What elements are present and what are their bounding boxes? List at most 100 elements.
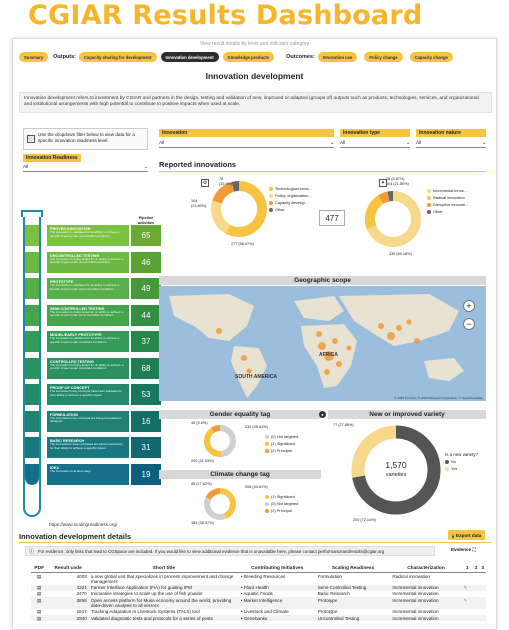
donut-slice[interactable] (204, 427, 222, 457)
legend-item[interactable]: Policy, organization... (269, 192, 312, 199)
level-description: The innovation is being tested for its a… (50, 362, 124, 371)
zoom-out-button[interactable]: − (463, 318, 475, 330)
nav-summary-button[interactable]: Summary (19, 52, 49, 62)
column-header[interactable]: Contributing Initiatives (238, 565, 316, 573)
level-description: The innovation is being tested for its a… (50, 309, 124, 318)
legend-swatch (269, 193, 273, 198)
pdf-icon[interactable]: ▤ (31, 584, 48, 591)
nav-capacity-sharing-button[interactable]: Capacity sharing for development (79, 52, 157, 62)
donut-slice[interactable] (211, 200, 231, 234)
donut-slice[interactable] (204, 497, 227, 520)
characterization: Incremental innovation (390, 597, 462, 609)
innovation-filter-select[interactable]: All ⌄ (159, 139, 334, 148)
tube-segment (25, 410, 39, 432)
pdf-icon[interactable]: ▤ (37, 591, 42, 597)
legend-item[interactable]: (1) Significant (265, 440, 298, 447)
table-row[interactable]: ▤ 4003 a new global unit that specializes … (31, 573, 486, 585)
nav-policy-change-button[interactable]: Policy change (364, 52, 403, 62)
details-title: Innovation development details (19, 532, 132, 541)
table-row[interactable]: ▤ 2940 Validated diagnostic tests and prot… (31, 615, 486, 622)
donut-slice[interactable] (219, 425, 236, 457)
column-header[interactable]: PDF (31, 565, 48, 573)
result-code: 4221 (47, 584, 89, 591)
readiness-level-6[interactable]: 6Semi-controlled TestingThe innovation i… (28, 304, 161, 326)
scaling-readiness: Prototype (317, 609, 338, 615)
pdf-icon[interactable]: ▤ (31, 615, 48, 622)
donut-slice[interactable] (205, 488, 221, 500)
divider (19, 542, 492, 543)
column-header[interactable]: Result code (47, 565, 89, 573)
readiness-level-3[interactable]: 3Proof of ConceptThe innovation's key co… (28, 384, 161, 405)
nav-capacity-change-button[interactable]: Capacity change (409, 52, 453, 62)
level-name: Controlled Testing (50, 359, 94, 364)
donut-slice[interactable] (366, 191, 421, 247)
readiness-level-5[interactable]: 5Model/Early PrototypeThe innovation is … (28, 331, 161, 352)
legend-item[interactable]: (1) Significant (265, 493, 298, 500)
nav-knowledge-products-button[interactable]: Knowledge products (222, 52, 275, 62)
legend-item[interactable]: Capacity develop... (269, 199, 312, 206)
legend-item[interactable]: Yes (445, 465, 457, 472)
legend-label: (0) Not targeted (271, 434, 299, 439)
pdf-icon[interactable]: ▤ (31, 597, 48, 609)
legend-item[interactable]: (2) Principal (265, 447, 298, 454)
readiness-level-2[interactable]: 2FormulationThe innovation's key concept… (28, 410, 161, 432)
characterization: Incremental innovation (390, 615, 462, 622)
evidence-link-icon[interactable]: ✎ (461, 597, 473, 609)
type-filter-select[interactable]: All ⌄ (340, 139, 410, 148)
readiness-level-7[interactable]: 7PrototypeThe innovation is validated fo… (28, 278, 161, 299)
table-row[interactable]: ▤ 1617 Tracking Adaptation in Livestock Sy… (31, 609, 486, 615)
table-row[interactable]: ▤ 4221 Farmer Interface Application (FIA) … (31, 584, 486, 591)
column-header[interactable]: 1 (461, 565, 473, 573)
readiness-level-4[interactable]: 4Controlled TestingThe innovation is bei… (28, 357, 161, 379)
innovation-filter-label: Innovation (159, 129, 334, 137)
nav-innovation-development-button[interactable]: Innovation development (160, 52, 219, 62)
table-row[interactable]: ▤ 2470 Innovative strategies to scale up t… (31, 591, 486, 597)
legend-item[interactable]: No (445, 458, 457, 465)
level-body: Prototype The innovation is validated for… (47, 278, 129, 299)
pdf-icon[interactable]: ▤ (37, 609, 42, 615)
column-header[interactable]: Scaling Readiness (315, 565, 391, 573)
donut-slice[interactable] (377, 191, 390, 204)
legend-item[interactable]: Technological innov... (269, 185, 312, 192)
export-data-button[interactable]: ⤓ Export data (448, 530, 486, 540)
legend-item[interactable]: (0) Not targeted (265, 500, 298, 507)
donut-slice[interactable] (351, 425, 397, 478)
evidence-link-icon[interactable] (462, 573, 473, 585)
legend-item[interactable]: (0) Not targeted (265, 433, 298, 440)
readiness-level-8[interactable]: 8Uncontrolled TestingThe innovation is b… (28, 251, 161, 273)
donut-slice[interactable] (212, 181, 235, 204)
readiness-level-1[interactable]: 1Basic ResearchThe innovation's basic pr… (28, 437, 161, 458)
legend-label: (1) Significant (271, 494, 295, 499)
donut-slice[interactable] (219, 488, 236, 519)
donut-slice[interactable] (225, 181, 267, 237)
legend-item[interactable]: Other (269, 206, 312, 213)
evidence-link-icon[interactable] (461, 615, 473, 622)
legend-item[interactable]: Disruptive innovati... (427, 201, 468, 208)
evidence-button[interactable]: Evidence ⛶ (451, 547, 476, 552)
column-header[interactable]: Characterization (390, 565, 462, 573)
donut-slice[interactable] (211, 425, 221, 433)
readiness-filter-select[interactable]: All ⌄ (23, 163, 148, 172)
zoom-in-button[interactable]: + (463, 300, 475, 312)
donut-slice[interactable] (231, 181, 240, 192)
nature-filter-select[interactable]: All ⌄ (416, 139, 486, 148)
nav-innovation-use-button[interactable]: Innovation use (317, 52, 358, 62)
variety-icon: ● (319, 411, 326, 418)
tube-segment (25, 278, 39, 299)
column-header[interactable]: Short title (88, 565, 239, 573)
geographic-map[interactable]: AFRICA SOUTH AMERICA + − © 2023 TomTom, … (159, 286, 486, 401)
readiness-level-9[interactable]: 9Proven InnovationThe innovation is vali… (28, 225, 161, 246)
table-row[interactable]: ▤ 3856 Open access platform for Musa econo… (31, 597, 486, 609)
evidence-link-icon[interactable]: ✎ (461, 584, 473, 591)
scaling-readiness-link[interactable]: https://www.scalingreadiness.org/ (49, 522, 118, 527)
pdf-icon[interactable]: ▤ (37, 573, 42, 579)
legend-item[interactable]: Radical innovation (427, 194, 468, 201)
donut-slice[interactable] (352, 425, 441, 515)
legend-item[interactable]: Incremental innov... (427, 187, 468, 194)
legend-item[interactable]: Other (427, 208, 468, 215)
legend-item[interactable]: (2) Principal (265, 507, 298, 514)
column-header[interactable]: 3 (479, 565, 486, 573)
donut-slice[interactable] (365, 195, 384, 230)
column-header[interactable]: 2 (472, 565, 480, 573)
